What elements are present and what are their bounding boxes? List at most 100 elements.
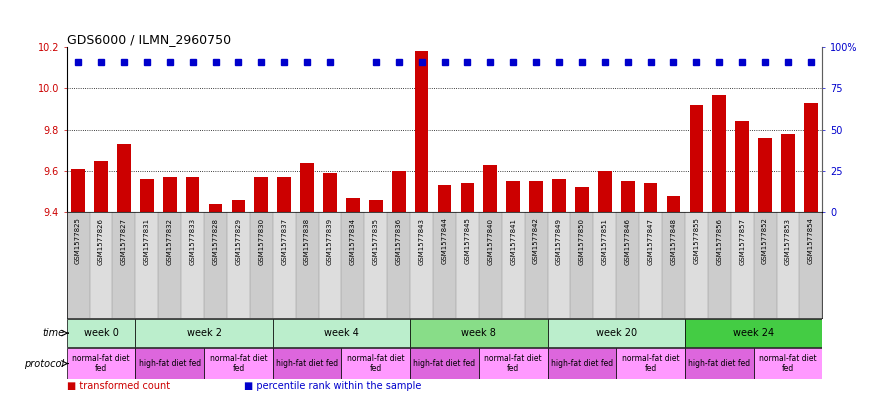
Text: GSM1577841: GSM1577841 xyxy=(510,218,517,264)
Text: GSM1577853: GSM1577853 xyxy=(785,218,791,264)
Bar xyxy=(410,349,479,378)
Bar xyxy=(135,319,273,347)
Bar xyxy=(135,349,204,378)
Text: GSM1577828: GSM1577828 xyxy=(212,218,219,264)
Bar xyxy=(731,212,754,318)
Bar xyxy=(575,187,589,212)
Bar xyxy=(667,196,680,212)
Text: GSM1577830: GSM1577830 xyxy=(259,218,264,264)
Text: normal-fat diet
fed: normal-fat diet fed xyxy=(210,354,268,373)
Bar xyxy=(277,177,291,212)
Bar xyxy=(341,212,364,318)
Text: GSM1577831: GSM1577831 xyxy=(144,218,150,264)
Bar xyxy=(273,212,296,318)
Bar xyxy=(204,349,273,378)
Bar xyxy=(227,212,250,318)
Bar xyxy=(754,349,822,378)
Bar xyxy=(461,184,474,212)
Text: GSM1577857: GSM1577857 xyxy=(739,218,745,264)
Bar xyxy=(135,212,158,318)
Text: GSM1577835: GSM1577835 xyxy=(372,218,379,264)
Bar xyxy=(799,212,822,318)
Text: week 2: week 2 xyxy=(187,328,221,338)
Bar xyxy=(94,161,108,212)
Text: high-fat diet fed: high-fat diet fed xyxy=(139,359,201,368)
Text: ■ percentile rank within the sample: ■ percentile rank within the sample xyxy=(244,381,422,391)
Text: week 8: week 8 xyxy=(461,328,496,338)
Bar xyxy=(392,171,405,212)
Bar xyxy=(552,179,566,212)
Text: GSM1577829: GSM1577829 xyxy=(236,218,242,264)
Bar xyxy=(758,138,772,212)
Text: GSM1577844: GSM1577844 xyxy=(442,218,447,264)
Text: GSM1577832: GSM1577832 xyxy=(167,218,172,264)
Bar xyxy=(548,212,571,318)
Text: high-fat diet fed: high-fat diet fed xyxy=(688,359,750,368)
Bar xyxy=(410,212,433,318)
Text: GSM1577826: GSM1577826 xyxy=(98,218,104,264)
Bar xyxy=(415,51,428,212)
Text: GSM1577848: GSM1577848 xyxy=(670,218,677,264)
Bar xyxy=(479,349,548,378)
Bar xyxy=(113,212,135,318)
Bar xyxy=(776,212,799,318)
Text: GSM1577854: GSM1577854 xyxy=(808,218,813,264)
Text: GSM1577843: GSM1577843 xyxy=(419,218,425,264)
Text: GSM1577825: GSM1577825 xyxy=(76,218,81,264)
Bar xyxy=(300,163,314,212)
Text: GDS6000 / ILMN_2960750: GDS6000 / ILMN_2960750 xyxy=(67,33,231,46)
Bar xyxy=(67,319,135,347)
Bar xyxy=(662,212,685,318)
Bar xyxy=(754,212,776,318)
Text: GSM1577827: GSM1577827 xyxy=(121,218,127,264)
Bar xyxy=(690,105,703,212)
Text: normal-fat diet
fed: normal-fat diet fed xyxy=(72,354,130,373)
Bar xyxy=(616,212,639,318)
Text: GSM1577834: GSM1577834 xyxy=(350,218,356,264)
Bar xyxy=(369,200,382,212)
Bar xyxy=(181,212,204,318)
Text: GSM1577852: GSM1577852 xyxy=(762,218,768,264)
Bar xyxy=(158,212,181,318)
Text: GSM1577850: GSM1577850 xyxy=(579,218,585,264)
Bar xyxy=(67,212,90,318)
Text: GSM1577845: GSM1577845 xyxy=(464,218,470,264)
Bar xyxy=(231,200,245,212)
Text: GSM1577851: GSM1577851 xyxy=(602,218,608,264)
Bar xyxy=(593,212,616,318)
Text: protocol: protocol xyxy=(24,358,64,369)
Bar xyxy=(529,181,543,212)
Text: normal-fat diet
fed: normal-fat diet fed xyxy=(621,354,679,373)
Bar xyxy=(140,179,154,212)
Text: time: time xyxy=(43,328,64,338)
Bar xyxy=(117,144,131,212)
Bar xyxy=(437,185,452,212)
Bar xyxy=(621,181,635,212)
Bar xyxy=(644,184,658,212)
Bar xyxy=(273,349,341,378)
Text: GSM1577838: GSM1577838 xyxy=(304,218,310,264)
Bar xyxy=(548,349,616,378)
Bar xyxy=(346,198,360,212)
Text: ■ transformed count: ■ transformed count xyxy=(67,381,170,391)
Bar xyxy=(639,212,662,318)
Text: week 0: week 0 xyxy=(84,328,118,338)
Bar xyxy=(323,173,337,212)
Text: GSM1577849: GSM1577849 xyxy=(556,218,562,264)
Bar xyxy=(67,349,135,378)
Text: high-fat diet fed: high-fat diet fed xyxy=(551,359,613,368)
Text: week 4: week 4 xyxy=(324,328,359,338)
Bar xyxy=(273,319,410,347)
Bar xyxy=(616,349,685,378)
Text: GSM1577833: GSM1577833 xyxy=(189,218,196,264)
Text: GSM1577839: GSM1577839 xyxy=(327,218,333,264)
Bar xyxy=(318,212,341,318)
Bar xyxy=(186,177,199,212)
Text: normal-fat diet
fed: normal-fat diet fed xyxy=(485,354,542,373)
Text: normal-fat diet
fed: normal-fat diet fed xyxy=(759,354,817,373)
Bar xyxy=(479,212,501,318)
Bar xyxy=(71,169,85,212)
Bar xyxy=(525,212,548,318)
Bar xyxy=(254,177,268,212)
Bar xyxy=(209,204,222,212)
